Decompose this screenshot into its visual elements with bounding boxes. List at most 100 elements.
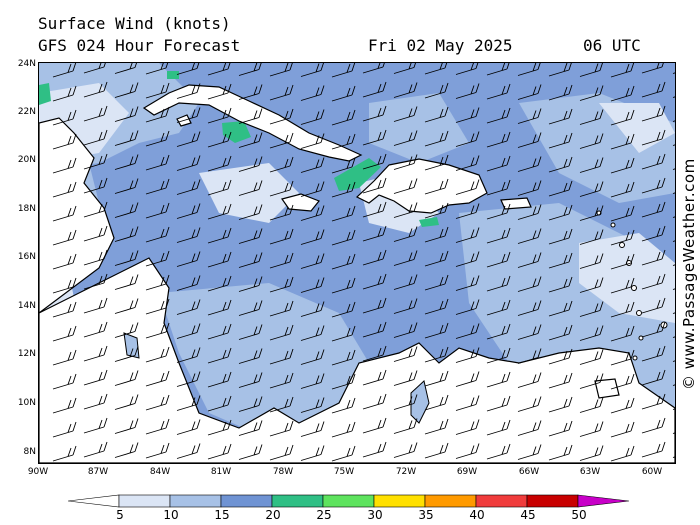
wind-barb <box>52 63 77 78</box>
wind-barb <box>610 373 635 390</box>
wind-barb <box>610 397 635 414</box>
wind-barb <box>145 202 170 219</box>
wind-barb <box>207 371 232 388</box>
wind-barb <box>83 129 108 146</box>
wind-barb <box>455 83 480 99</box>
wind-barb <box>145 130 170 147</box>
wind-barb <box>486 323 511 340</box>
wind-barb <box>517 228 542 244</box>
wind-barb <box>176 371 201 387</box>
wind-barb <box>331 85 356 102</box>
wind-barb <box>114 370 139 386</box>
wind-barb <box>424 82 449 99</box>
wind-barb <box>176 299 201 315</box>
wind-barb <box>517 180 542 196</box>
wind-barb <box>362 81 387 98</box>
lat-label: 24N <box>17 59 36 69</box>
wind-barb <box>610 277 635 294</box>
wind-barb <box>238 372 263 388</box>
wind-barb <box>579 133 604 149</box>
wind-barb <box>641 417 666 434</box>
wind-barb <box>207 179 232 196</box>
wind-barb <box>52 277 77 294</box>
wind-barb <box>331 253 356 270</box>
wind-barb <box>455 63 479 75</box>
wind-barb <box>548 84 573 101</box>
wind-barb <box>362 417 387 434</box>
wind-barb <box>455 251 480 267</box>
wind-barb <box>145 346 170 363</box>
wind-barb <box>517 132 542 148</box>
wind-barb <box>269 180 294 197</box>
wind-barb <box>610 445 635 462</box>
wind-barb <box>114 202 139 218</box>
wind-barb <box>393 346 418 362</box>
wind-barb <box>393 370 418 386</box>
wind-barb <box>176 203 201 219</box>
wind-barb <box>517 84 542 100</box>
wind-barb <box>548 372 573 389</box>
wind-barb <box>393 63 416 74</box>
lon-label: 78W <box>272 467 294 477</box>
wind-barb <box>455 347 480 363</box>
wind-barb <box>114 178 139 194</box>
lon-label: 90W <box>27 467 49 477</box>
wind-barb <box>548 252 573 269</box>
wind-barb <box>362 297 387 314</box>
wind-barb <box>114 82 139 98</box>
wind-barb <box>362 345 387 362</box>
wind-barb <box>52 205 77 222</box>
wind-barb <box>610 181 635 198</box>
map-title: Surface Wind (knots) <box>38 14 231 33</box>
wind-barb <box>114 106 139 122</box>
wind-barb <box>52 109 77 126</box>
wind-barb <box>300 85 325 101</box>
wind-barb <box>641 273 666 290</box>
lon-label: 66W <box>518 467 540 477</box>
wind-barb <box>362 63 385 74</box>
wind-barb <box>83 369 108 386</box>
wind-barb <box>331 373 356 390</box>
wind-barb <box>331 445 356 462</box>
wind-barb <box>52 157 77 174</box>
wind-barb <box>455 203 480 219</box>
wind-barb <box>486 107 511 124</box>
wind-barb <box>579 349 604 365</box>
wind-barb <box>145 63 169 75</box>
wind-barb <box>238 132 263 148</box>
wind-barb <box>238 420 263 436</box>
wind-barb <box>486 347 511 364</box>
wind-barb <box>52 133 77 150</box>
wind-barb <box>393 250 418 266</box>
wind-barb <box>641 369 666 386</box>
wind-barb <box>114 298 139 314</box>
wind-barb <box>52 421 77 438</box>
wind-speed-colorbar <box>68 494 630 508</box>
wind-barb <box>579 63 603 77</box>
wind-barb <box>269 84 294 101</box>
lon-label: 75W <box>333 467 355 477</box>
wind-barb <box>610 205 635 222</box>
wind-barb <box>269 348 294 365</box>
wind-barb <box>641 297 666 314</box>
wind-barb <box>424 346 449 363</box>
wind-barb <box>300 325 325 341</box>
land-masses <box>39 84 675 463</box>
wind-barb <box>548 156 573 173</box>
wind-barb <box>145 274 170 291</box>
wind-barb <box>672 240 675 242</box>
colorbar-segment <box>169 494 222 508</box>
wind-barb <box>114 130 139 146</box>
wind-barb <box>331 63 356 78</box>
wind-barb <box>269 300 294 317</box>
wind-barb <box>83 417 108 434</box>
wind-barb <box>52 85 77 102</box>
wind-barb <box>238 63 262 76</box>
colorbar-segment <box>271 494 324 508</box>
wind-barb <box>641 321 666 338</box>
wind-barb <box>176 419 201 435</box>
wind-barb <box>207 251 232 268</box>
wind-barb <box>455 179 480 195</box>
wind-barb <box>362 273 387 290</box>
wind-barb <box>362 105 387 122</box>
